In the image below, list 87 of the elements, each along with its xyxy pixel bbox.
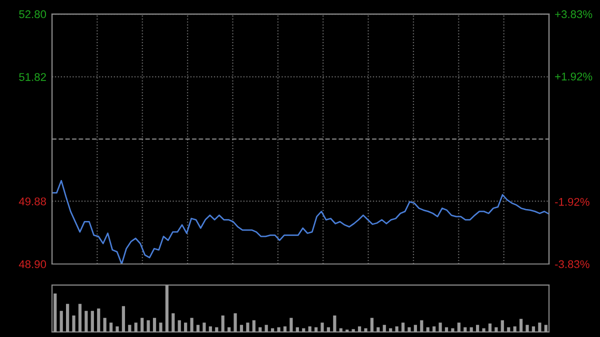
bar [488,324,492,332]
bar [283,326,287,332]
bar [358,326,362,332]
bar [382,324,386,332]
y2-tick-label: +3.83% [555,10,592,18]
bar [78,304,82,332]
bar [190,318,194,332]
bar [494,327,498,332]
bar [414,324,417,332]
bar [252,320,256,332]
bar [159,322,162,332]
bar [184,322,188,332]
bar [432,326,436,332]
bar [178,320,181,332]
bar [389,328,392,332]
bar [544,324,548,332]
bar [208,326,212,332]
bar [122,306,126,332]
bar [97,308,100,332]
bar [538,322,542,332]
bar [172,313,175,332]
y-tick-label: 51.82 [19,73,46,81]
bar [401,322,405,332]
bar [426,327,430,332]
bar [464,327,467,332]
bar [326,327,330,332]
bar [333,316,336,332]
bar [165,285,168,332]
bar [352,329,355,332]
bar [444,327,448,332]
bar [90,310,94,332]
bar [482,328,486,332]
bar [258,327,262,332]
bar [395,326,398,332]
bar [84,310,88,332]
y2-tick-label: -3.83% [555,260,590,268]
bar [376,327,380,332]
bar [408,327,411,332]
bar [109,322,113,332]
bar [420,320,424,332]
bar [457,322,460,332]
bar [451,328,454,332]
bar [202,322,206,332]
y-tick-label: 48.90 [18,260,46,268]
bar [264,324,268,332]
bar [116,326,119,332]
bar [532,326,536,332]
y2-tick-label: -1.92% [555,198,590,206]
y-tick-label: 52.80 [19,10,46,18]
bar [507,327,510,332]
bar [370,318,374,332]
bar [60,310,63,332]
bar [72,316,76,332]
bar [302,328,306,332]
bar [196,324,200,332]
bar [320,322,324,332]
bar [134,322,138,332]
bar [519,318,523,332]
bar [364,328,368,332]
bar [296,327,299,332]
bar [66,304,70,332]
bar [54,294,57,332]
bar [140,318,144,332]
bar [277,327,280,332]
y-tick-label: 49.88 [18,197,46,206]
bar [500,320,504,332]
bar [240,324,244,332]
bar [128,324,132,332]
bar [246,322,250,332]
bar [470,327,473,332]
bar [146,320,150,332]
bar [215,327,218,332]
bar [152,318,156,332]
bar [526,324,529,332]
bar [271,328,274,332]
bar [221,316,224,332]
bar [339,328,342,332]
bar [290,318,293,332]
bar [513,326,516,332]
bar [476,324,480,332]
bar [103,318,106,332]
bar [234,313,237,332]
bar [228,327,231,332]
bar [314,327,318,332]
bar [308,326,312,332]
bar [438,322,442,332]
y2-tick-label: +1.92% [555,72,592,80]
